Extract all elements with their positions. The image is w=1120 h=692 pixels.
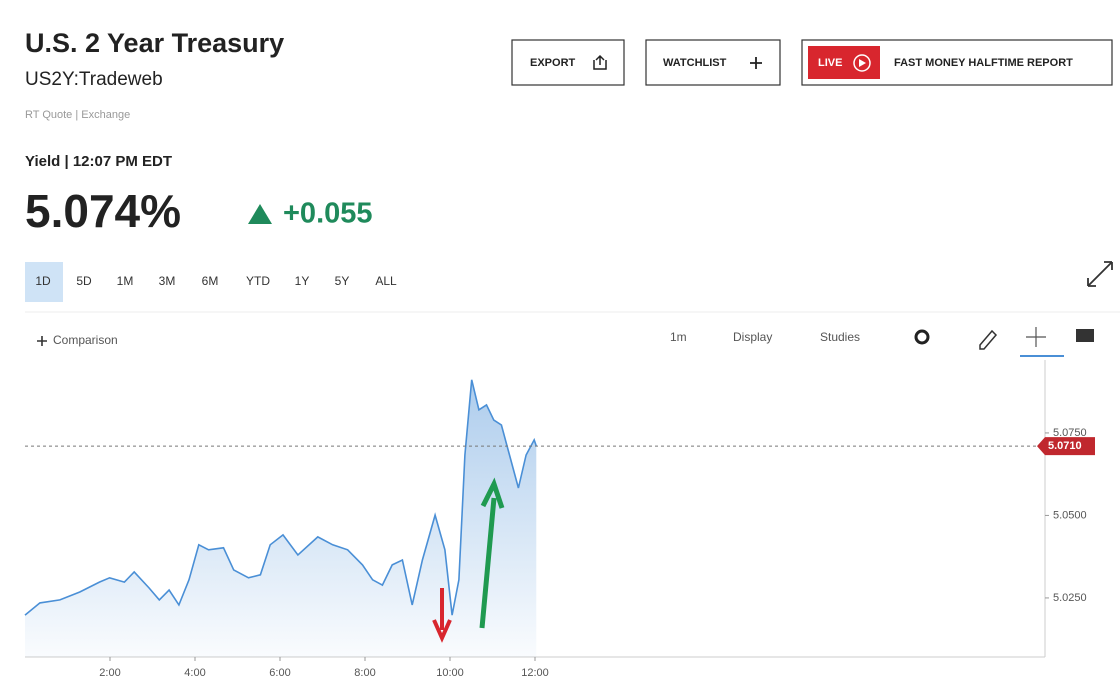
x-tick-label: 8:00 (354, 667, 375, 679)
range-tab[interactable]: 6M (202, 274, 219, 288)
expand-icon[interactable] (1087, 261, 1113, 287)
tab-active (25, 262, 63, 302)
down-annotation (432, 588, 452, 643)
range-tab[interactable]: 1Y (295, 274, 310, 288)
x-tick-label: 6:00 (269, 667, 290, 679)
export-label[interactable]: EXPORT (530, 57, 576, 69)
symbol: US2Y:Tradeweb (25, 69, 163, 90)
last-price-badge (1037, 437, 1095, 456)
play-icon (853, 54, 871, 72)
title: U.S. 2 Year Treasury (25, 28, 284, 58)
y-tick-label: 5.0500 (1053, 509, 1087, 521)
crosshair-icon[interactable] (1026, 327, 1046, 347)
price: 5.074% (25, 185, 181, 237)
y-tick-label: 5.0750 (1053, 427, 1087, 439)
draw-icon[interactable] (979, 329, 998, 350)
range-tab[interactable]: 1M (117, 274, 134, 288)
watchlist-label[interactable]: WATCHLIST (663, 57, 727, 69)
last-price-label: 5.0710 (1048, 440, 1082, 452)
export-icon (593, 54, 607, 70)
change: +0.055 (283, 198, 373, 230)
live-label: LIVE (818, 57, 842, 69)
y-tick-label: 5.0250 (1053, 592, 1087, 604)
x-tick-label: 2:00 (99, 667, 120, 679)
range-tab[interactable]: ALL (375, 274, 397, 288)
studies[interactable]: Studies (820, 330, 860, 344)
up-annotation (479, 477, 505, 629)
comparison-plus (37, 336, 47, 346)
chart-icon[interactable] (1076, 329, 1094, 342)
display[interactable]: Display (733, 330, 772, 344)
range-tab[interactable]: YTD (246, 274, 270, 288)
interval[interactable]: 1m (670, 330, 687, 344)
x-tick-label: 10:00 (436, 667, 464, 679)
line (24, 379, 538, 616)
show-label[interactable]: FAST MONEY HALFTIME REPORT (894, 57, 1073, 69)
settings-icon[interactable] (914, 329, 930, 345)
up-arrow (248, 204, 272, 224)
comparison[interactable]: Comparison (53, 333, 118, 347)
play-triangle (859, 59, 866, 67)
quote-source: RT Quote | Exchange (25, 109, 130, 121)
plus-icon (750, 57, 762, 69)
yield-time: Yield | 12:07 PM EDT (25, 153, 172, 170)
range-tab[interactable]: 5Y (335, 274, 350, 288)
area (25, 379, 537, 657)
range-tab[interactable]: 5D (76, 274, 92, 288)
range-tab[interactable]: 1D (35, 274, 51, 288)
x-tick-label: 12:00 (521, 667, 549, 679)
live-badge (808, 46, 880, 79)
x-tick-label: 4:00 (184, 667, 205, 679)
range-tab[interactable]: 3M (159, 274, 176, 288)
